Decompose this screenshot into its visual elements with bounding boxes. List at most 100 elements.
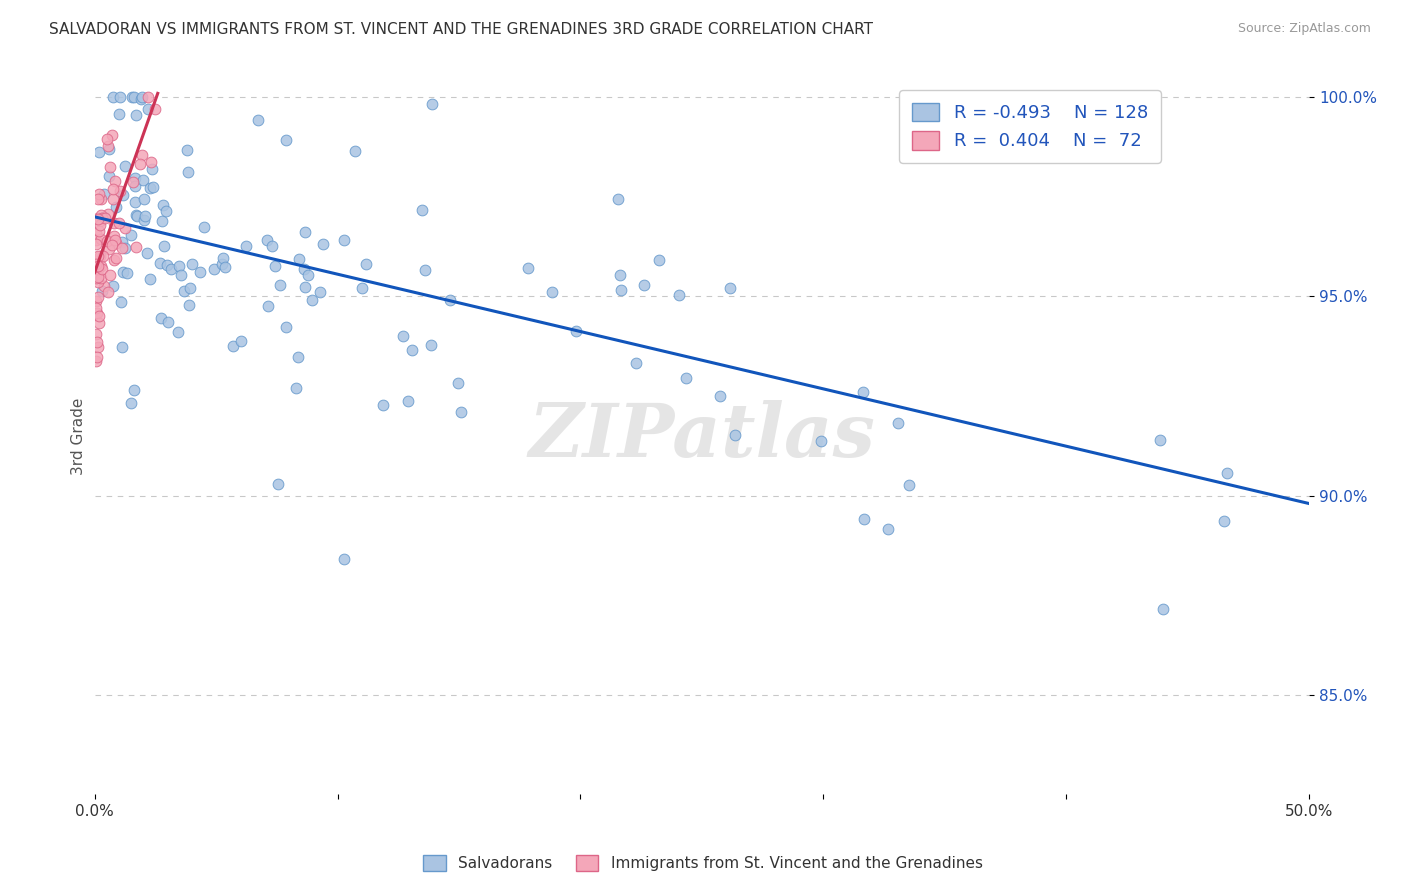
Point (124, 194, 146, 209)
Point (122, 384, 145, 398)
Point (84, 226, 107, 240)
Point (90, 271, 112, 285)
Point (155, 204, 177, 219)
Point (886, 417, 908, 431)
Point (86, 267, 108, 281)
Point (264, 259, 287, 273)
Text: Source: ZipAtlas.com: Source: ZipAtlas.com (1237, 22, 1371, 36)
Point (122, 175, 145, 189)
Point (98, 268, 121, 282)
Point (246, 113, 269, 128)
Point (853, 512, 876, 526)
Point (396, 393, 419, 408)
Point (87, 275, 110, 289)
Point (91, 211, 114, 225)
Point (287, 350, 309, 364)
Point (122, 90, 145, 104)
Point (145, 102, 167, 116)
Point (104, 233, 127, 247)
Point (84, 237, 107, 252)
Point (98, 160, 121, 174)
Point (439, 293, 461, 308)
Point (173, 285, 195, 299)
Point (167, 326, 190, 340)
Point (97, 139, 120, 153)
Point (93, 187, 115, 202)
Point (89, 249, 111, 263)
Point (90, 261, 112, 276)
Point (84, 326, 107, 341)
Point (256, 233, 278, 247)
Point (86, 211, 108, 226)
Point (103, 90, 125, 104)
Point (718, 281, 741, 295)
Point (179, 280, 201, 294)
Point (129, 92, 152, 106)
Point (312, 236, 335, 251)
Point (111, 235, 134, 249)
Point (142, 179, 165, 194)
Point (97, 207, 120, 221)
Legend: Salvadorans, Immigrants from St. Vincent and the Grenadines: Salvadorans, Immigrants from St. Vincent… (418, 849, 988, 877)
Point (84, 257, 107, 271)
Point (124, 170, 146, 185)
Point (177, 298, 200, 312)
Point (810, 434, 832, 448)
Point (648, 252, 671, 267)
Point (141, 154, 163, 169)
Point (333, 233, 356, 247)
Point (90, 259, 112, 273)
Point (181, 256, 204, 270)
Point (633, 277, 655, 292)
Point (344, 144, 367, 158)
Point (134, 213, 156, 227)
Point (167, 259, 190, 273)
Point (108, 90, 131, 104)
Point (87, 290, 110, 304)
Point (221, 339, 243, 353)
Point (269, 277, 291, 292)
Point (93, 211, 115, 225)
Point (87, 211, 110, 225)
Point (104, 200, 127, 214)
Point (86, 306, 108, 320)
Point (101, 192, 124, 206)
Point (87, 192, 110, 206)
Point (108, 185, 131, 199)
Point (108, 107, 131, 121)
Point (309, 285, 332, 299)
Point (411, 203, 433, 218)
Point (149, 256, 172, 270)
Point (84, 233, 107, 247)
Point (294, 280, 316, 294)
Point (214, 260, 236, 274)
Point (450, 405, 472, 419)
Point (86, 262, 108, 277)
Point (87, 224, 110, 238)
Point (371, 398, 394, 412)
Point (134, 193, 156, 207)
Point (610, 283, 633, 297)
Point (235, 238, 257, 252)
Point (86, 266, 108, 280)
Point (84, 354, 107, 368)
Point (267, 477, 290, 491)
Point (392, 329, 415, 343)
Point (541, 285, 564, 300)
Point (111, 188, 134, 202)
Point (354, 257, 377, 271)
Point (193, 220, 215, 235)
Point (86, 259, 108, 273)
Point (101, 237, 124, 252)
Point (84, 301, 107, 316)
Point (135, 246, 157, 260)
Point (97, 285, 120, 299)
Point (156, 314, 179, 328)
Point (103, 216, 125, 230)
Point (284, 381, 307, 395)
Point (89, 317, 111, 331)
Point (211, 251, 233, 265)
Point (134, 209, 156, 223)
Point (136, 90, 159, 104)
Point (877, 522, 900, 536)
